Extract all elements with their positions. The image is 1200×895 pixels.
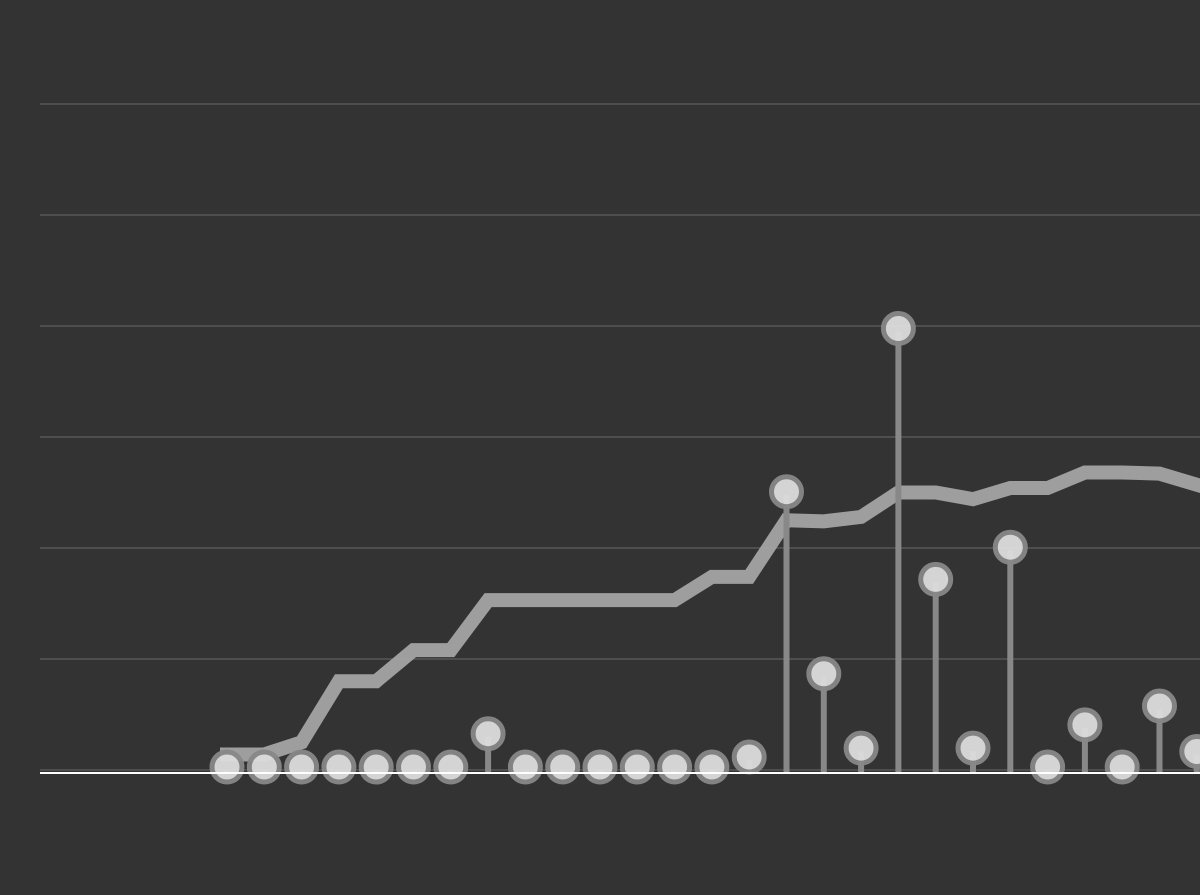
lollipop-head	[545, 749, 581, 785]
lollipop-head	[507, 749, 543, 785]
lollipop-head	[582, 749, 618, 785]
lollipop-head	[246, 749, 282, 785]
line-series	[220, 465, 1200, 762]
lollipop-head	[470, 716, 506, 752]
lollipop-head	[358, 749, 394, 785]
lollipop-head	[209, 749, 245, 785]
lollipop-head	[284, 749, 320, 785]
lollipop-head	[1104, 749, 1140, 785]
lollipops	[209, 311, 1200, 785]
lollipop-head	[806, 656, 842, 692]
lollipop-head	[433, 749, 469, 785]
lollipop-head	[918, 561, 954, 597]
lollipop-head	[1067, 707, 1103, 743]
lollipop-head	[321, 749, 357, 785]
lollipop-head	[619, 749, 655, 785]
lollipop-head	[396, 749, 431, 785]
lollipop-head	[843, 730, 879, 766]
lollipop-head	[1142, 688, 1177, 724]
lollipop-head	[657, 749, 693, 785]
lollipop-head	[1179, 733, 1200, 769]
lollipop-head	[769, 474, 804, 510]
lollipop-head	[992, 529, 1028, 565]
lollipop-head	[731, 739, 767, 775]
lollipop-head	[955, 730, 991, 766]
lollipop-head	[1030, 749, 1066, 785]
lollipop-head	[694, 749, 730, 785]
lollipop-head	[880, 311, 916, 347]
